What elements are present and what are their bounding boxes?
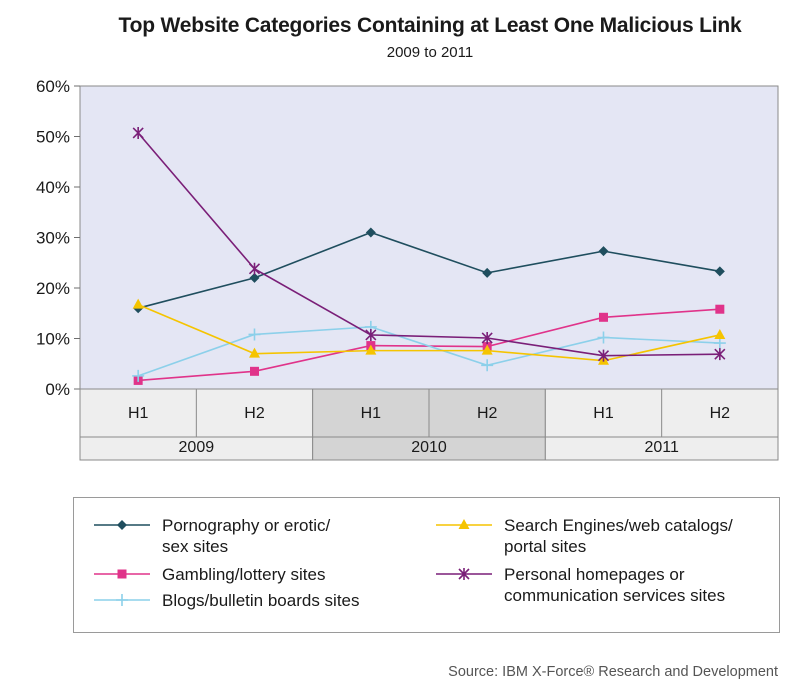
source-note: Source: IBM X-Force® Research and Develo… (448, 664, 778, 680)
series-line-3 (137, 303, 721, 362)
plot-area (79, 85, 779, 390)
legend-swatch-marker (458, 519, 470, 529)
data-point-s0-4 (598, 246, 609, 257)
data-point-s3-3 (481, 344, 493, 355)
series-line-4 (137, 132, 720, 357)
data-point-s2-4 (597, 331, 610, 344)
data-point-s0-5 (714, 266, 725, 277)
y-tick-label: 20% (36, 279, 70, 298)
data-point-s1-1 (250, 366, 259, 376)
data-point-s4-2 (365, 328, 377, 341)
x-tick-label: H1 (593, 405, 614, 422)
x-tick-label: H2 (477, 405, 498, 422)
x-group-label: 2011 (644, 439, 679, 456)
y-tick-label: 40% (36, 178, 70, 197)
data-point-s2-5 (713, 337, 726, 350)
x-group-label: 2010 (411, 439, 447, 456)
chart-title: Top Website Categories Containing at Lea… (118, 14, 742, 37)
legend-swatch-gambling (94, 569, 150, 579)
data-point-s3-0 (132, 298, 144, 309)
x-tick-label: H1 (128, 405, 149, 422)
chart-subtitle: 2009 to 2011 (386, 44, 474, 61)
x-tick-label: H2 (244, 405, 265, 422)
legend-swatch-pornography (94, 520, 150, 530)
legend-label-search-engines: Search Engines/web catalogs/ portal site… (504, 516, 733, 556)
legend-label-pornography: Pornography or erotic/ sex sites (162, 516, 331, 556)
data-point-s0-2 (365, 227, 376, 238)
data-point-s4-5 (714, 348, 726, 361)
y-tick-label: 0% (45, 380, 70, 399)
x-group-label: 2009 (179, 439, 215, 456)
legend-swatch-marker (458, 568, 470, 580)
legend-swatch-marker (117, 569, 127, 579)
x-tick-label: H1 (361, 405, 382, 422)
legend-swatch-blogs (94, 594, 150, 606)
data-point-s3-1 (249, 347, 260, 358)
series-line-0 (137, 231, 720, 309)
data-point-s1-5 (715, 304, 725, 314)
legend-label-personal-homepages: Personal homepages or communication serv… (504, 565, 726, 605)
y-tick-label: 30% (36, 229, 70, 248)
data-point-s1-4 (599, 312, 608, 322)
chart-legend: Pornography or erotic/ sex sites Gamblin… (73, 497, 780, 633)
legend-swatch-personal-homepages (436, 568, 492, 580)
data-point-s4-4 (597, 349, 610, 362)
legend-swatch-marker (117, 520, 127, 530)
data-point-s3-5 (714, 328, 726, 339)
data-point-s2-3 (481, 359, 494, 372)
data-point-s4-3 (481, 331, 493, 344)
legend-label-gambling: Gambling/lottery sites (162, 565, 326, 584)
y-tick-label: 10% (36, 330, 70, 349)
data-point-s2-1 (248, 328, 261, 341)
data-point-s4-1 (248, 262, 261, 275)
y-tick-label: 60% (36, 77, 70, 96)
y-tick-label: 50% (36, 128, 70, 147)
legend-swatch-search-engines (436, 519, 492, 529)
series-line-2 (137, 326, 720, 377)
x-tick-label: H2 (710, 405, 731, 422)
legend-swatch-marker (116, 594, 128, 606)
data-point-s4-0 (132, 126, 144, 139)
data-point-s2-0 (132, 369, 145, 382)
legend-label-blogs: Blogs/bulletin boards sites (162, 591, 360, 610)
data-point-s0-3 (482, 267, 493, 278)
data-point-s0-1 (249, 272, 260, 283)
data-point-s3-2 (365, 344, 377, 355)
